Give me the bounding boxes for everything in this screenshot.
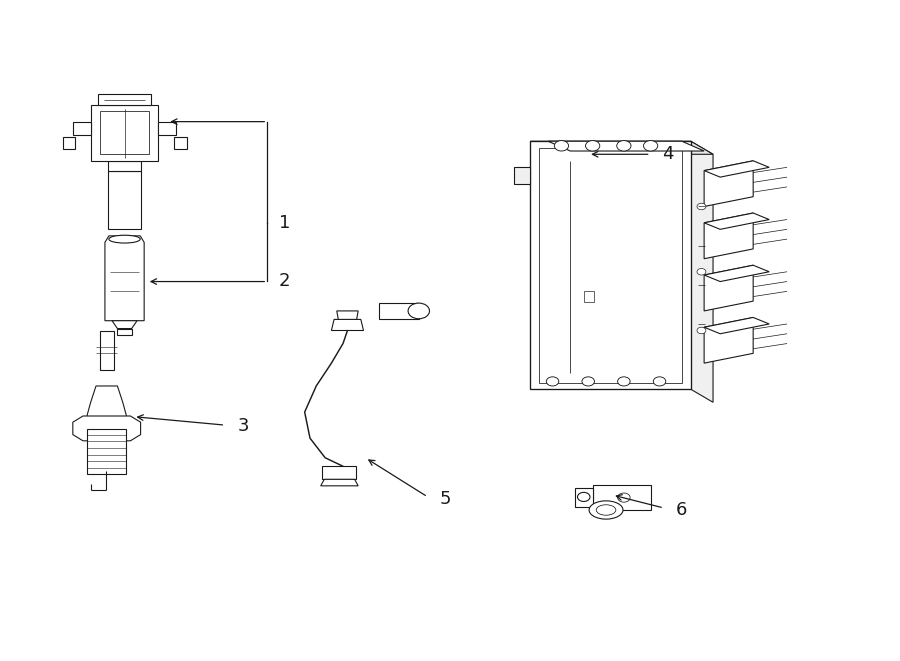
Circle shape [586,141,599,151]
Circle shape [554,141,569,151]
Bar [530,141,691,389]
Circle shape [617,377,630,386]
Polygon shape [117,329,131,335]
Polygon shape [704,161,770,177]
Polygon shape [704,265,753,311]
Polygon shape [320,479,358,486]
Bar [539,148,682,383]
Circle shape [644,141,658,151]
Ellipse shape [109,235,140,243]
Polygon shape [379,303,418,319]
Ellipse shape [590,501,623,519]
Bar [91,105,158,161]
Polygon shape [337,311,358,321]
Polygon shape [109,161,140,171]
Polygon shape [174,137,186,149]
Bar [98,94,151,105]
Text: 1: 1 [279,214,290,232]
Polygon shape [530,141,713,154]
Circle shape [546,377,559,386]
Ellipse shape [596,505,616,515]
Bar [100,110,149,154]
Circle shape [582,377,595,386]
Circle shape [697,268,706,275]
Text: 6: 6 [676,501,687,519]
Polygon shape [73,122,91,135]
Polygon shape [158,122,176,135]
Circle shape [578,492,590,502]
Polygon shape [105,236,144,321]
Polygon shape [704,317,770,334]
Polygon shape [331,319,364,330]
Polygon shape [322,466,356,479]
Polygon shape [704,161,753,206]
Circle shape [697,203,706,210]
Polygon shape [87,386,126,428]
Text: 3: 3 [238,418,249,436]
Bar [87,429,126,474]
Polygon shape [548,141,704,151]
Polygon shape [514,167,530,184]
Circle shape [697,327,706,334]
Polygon shape [704,317,753,363]
Polygon shape [704,213,770,229]
Bar [584,291,595,303]
Circle shape [408,303,429,319]
Polygon shape [112,321,137,329]
Circle shape [617,493,630,502]
Bar [109,171,140,229]
Circle shape [653,377,666,386]
Polygon shape [691,141,713,403]
Polygon shape [704,213,753,258]
Bar [593,485,651,510]
Polygon shape [704,265,770,282]
Text: 4: 4 [662,145,674,163]
Bar [100,330,113,369]
Polygon shape [575,488,593,507]
Text: 5: 5 [439,490,451,508]
Circle shape [616,141,631,151]
Polygon shape [63,137,75,149]
Polygon shape [73,416,140,441]
Text: 2: 2 [279,272,291,290]
